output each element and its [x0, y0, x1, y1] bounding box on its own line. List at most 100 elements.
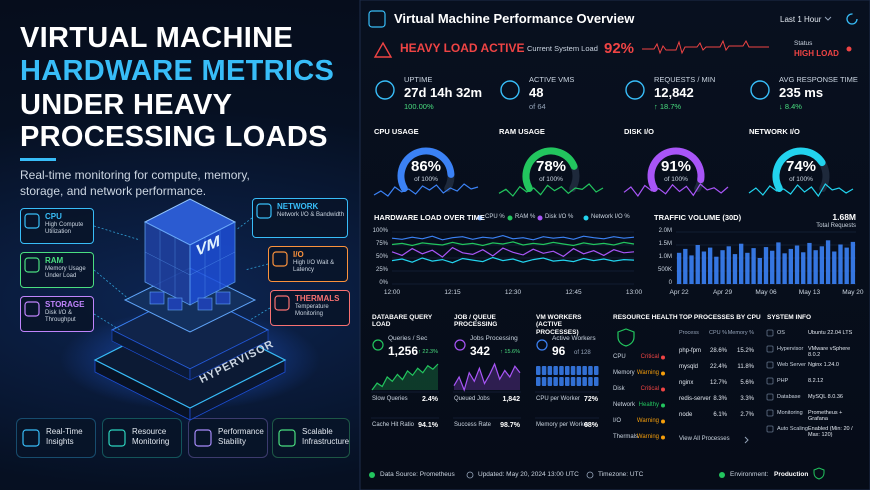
worker-cell [553, 366, 558, 375]
metric-label: Active Workers [552, 335, 596, 342]
info-label: OS [777, 330, 785, 336]
y-tick-label: 50% [375, 254, 388, 260]
icon [22, 429, 40, 447]
health-name: Memory [613, 370, 635, 376]
bar [788, 248, 793, 284]
y-tick-label: 100% [372, 228, 388, 234]
x-tick-label: Apr 29 [712, 289, 733, 296]
stat-value: 48 [529, 85, 544, 100]
gauge-value: 86% [410, 158, 442, 175]
bar [745, 252, 750, 284]
metric-icon [454, 339, 466, 351]
stat-sub: 100.00% [404, 102, 434, 111]
gauge-sub: of 100% [414, 176, 438, 183]
feature-card [102, 418, 182, 458]
info-icon [766, 361, 774, 369]
bar [794, 245, 800, 284]
gauge-arc [647, 147, 705, 192]
column-header: CPU % [708, 330, 727, 336]
callout-title: RAM [45, 256, 64, 265]
x-tick-label: May 20 [842, 289, 864, 296]
health-name: Thermals [613, 434, 639, 440]
feature-card [272, 418, 350, 458]
metric-total: of 128 [574, 350, 591, 356]
stat-label: REQUESTS / MIN [654, 75, 716, 84]
icon [24, 213, 40, 229]
health-status: Critical [640, 354, 659, 360]
callout-title: THERMALS [295, 294, 340, 303]
metric-value: 342 [470, 344, 491, 358]
process-cell: mysqld [679, 364, 699, 370]
env-label: Environment: [730, 471, 769, 478]
hero-title-line: PROCESSING LOADS [20, 121, 328, 153]
x-tick-label: May 13 [798, 289, 821, 296]
legend-swatch [507, 215, 513, 221]
worker-cell [565, 366, 570, 375]
alert-icon [373, 41, 393, 58]
callout-text: Network I/O & Bandwidth [277, 212, 345, 218]
info-icon [766, 377, 774, 385]
panel-title: JOB / QUEUE PROCESSING [454, 314, 498, 329]
row-label: Slow Queries [372, 396, 408, 402]
gauge-label: DISK I/O [624, 127, 655, 136]
hero-title-line: VIRTUAL MACHINE [20, 22, 294, 54]
bar [701, 251, 707, 284]
icon [194, 429, 212, 447]
info-label: Auto Scaling [777, 426, 808, 432]
process-cell: 6.1% [713, 412, 727, 418]
stat-label: ACTIVE VMS [529, 75, 575, 84]
worker-cell [594, 377, 599, 386]
info-icon [766, 425, 774, 433]
legend-label: Disk I/O % [545, 214, 574, 220]
process-cell: 3.3% [740, 396, 754, 402]
feature-card [188, 418, 268, 458]
stat-icon [750, 80, 770, 100]
health-status: Warning [636, 418, 659, 424]
metric-label: Jobs Processing [470, 335, 518, 342]
health-name: I/O [613, 418, 622, 424]
bar [844, 247, 849, 284]
status-dot [846, 46, 852, 52]
view-all-link[interactable]: View All Processes [679, 436, 730, 442]
bar [813, 250, 818, 284]
health-dot [661, 435, 665, 440]
series-line [391, 246, 635, 258]
x-tick-label: 13:00 [625, 289, 643, 296]
health-status: Critical [640, 386, 659, 392]
info-label: PHP [777, 378, 789, 384]
env-dot [719, 472, 725, 478]
trend-area [372, 364, 438, 390]
icon [108, 429, 126, 447]
x-tick-label: Apr 22 [669, 289, 689, 296]
panel-title: RESOURCE HEALTH [613, 314, 678, 321]
worker-cell [536, 377, 541, 386]
y-tick-label: 2.0M [658, 228, 672, 234]
callout-text: Temperature Monitoring [295, 304, 329, 317]
process-cell: 15.2% [736, 348, 754, 354]
worker-cell [570, 377, 576, 386]
range-label[interactable]: Last 1 Hour [780, 15, 822, 24]
env-value: Production [774, 471, 809, 478]
callout-text: High Compute Utilization [45, 222, 84, 235]
process-cell: 8.3% [713, 396, 727, 402]
icon [24, 257, 40, 273]
row-label: Success Rate [454, 422, 492, 428]
y-tick-label: 0% [379, 280, 388, 286]
bar [732, 254, 738, 284]
stat-value: 235 ms [779, 85, 824, 100]
footer-icon [466, 471, 474, 479]
chart-total: 1.68M [832, 212, 856, 222]
column-header: Memory % [727, 330, 754, 336]
bar [807, 242, 812, 284]
process-cell: node [679, 412, 693, 418]
footer-icon [586, 471, 594, 479]
callout-title: NETWORK [277, 202, 319, 211]
series-line [391, 256, 635, 264]
info-label: Monitoring [777, 410, 803, 416]
info-value: MySQL 8.0.36 [808, 394, 843, 400]
worker-cell [582, 377, 587, 386]
callout-text: Disk I/O & Throughput [45, 310, 76, 323]
row-value: 98.7% [500, 422, 520, 429]
